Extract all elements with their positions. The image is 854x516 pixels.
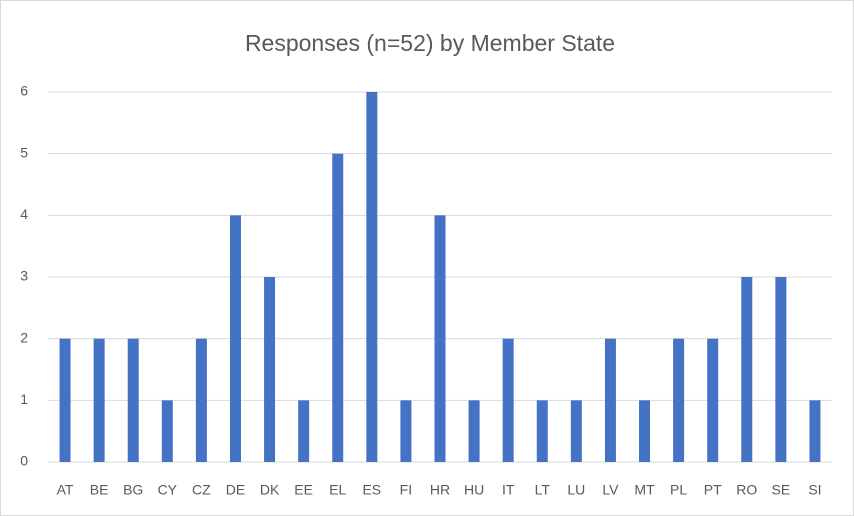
bar (673, 338, 685, 462)
bar (434, 215, 446, 462)
y-tick-label: 1 (20, 391, 28, 407)
x-tick-label: LT (535, 482, 551, 498)
x-tick-label: EE (294, 482, 313, 498)
bar (604, 338, 616, 462)
bar (536, 400, 548, 462)
x-tick-label: DK (260, 482, 280, 498)
x-tick-label: HU (464, 482, 484, 498)
bar (775, 277, 787, 462)
x-tick-label: IT (502, 482, 515, 498)
y-tick-label: 3 (20, 268, 28, 284)
bar (570, 400, 582, 462)
bar (93, 338, 105, 462)
y-tick-label: 5 (20, 144, 28, 160)
x-tick-label: BG (123, 482, 143, 498)
chart-title: Responses (n=52) by Member State (245, 30, 615, 56)
y-tick-label: 4 (20, 206, 28, 222)
x-tick-label: DE (226, 482, 245, 498)
bar (707, 338, 719, 462)
bar (127, 338, 139, 462)
bar (264, 277, 276, 462)
x-tick-label: MT (634, 482, 655, 498)
x-tick-label: EL (329, 482, 346, 498)
x-tick-label: CY (158, 482, 178, 498)
x-tick-label: CZ (192, 482, 211, 498)
x-tick-label: PT (704, 482, 722, 498)
x-tick-label: SI (808, 482, 821, 498)
bar (161, 400, 173, 462)
bar (366, 92, 378, 462)
x-tick-label: AT (57, 482, 74, 498)
x-tick-label: SE (772, 482, 791, 498)
x-tick-label: PL (670, 482, 687, 498)
x-tick-label: LV (602, 482, 619, 498)
bar (332, 153, 344, 462)
y-tick-label: 6 (20, 83, 28, 99)
y-tick-label: 2 (20, 329, 28, 345)
x-tick-label: BE (90, 482, 109, 498)
bar (502, 338, 514, 462)
bar (298, 400, 310, 462)
x-tick-label: LU (567, 482, 585, 498)
bar (229, 215, 241, 462)
bar (468, 400, 480, 462)
x-tick-label: FI (400, 482, 412, 498)
bar (809, 400, 821, 462)
bar (400, 400, 412, 462)
x-tick-label: RO (736, 482, 757, 498)
bar (741, 277, 753, 462)
bar (59, 338, 71, 462)
bar (195, 338, 207, 462)
y-tick-label: 0 (20, 453, 28, 469)
x-tick-label: ES (362, 482, 381, 498)
bar (639, 400, 651, 462)
x-tick-label: HR (430, 482, 450, 498)
